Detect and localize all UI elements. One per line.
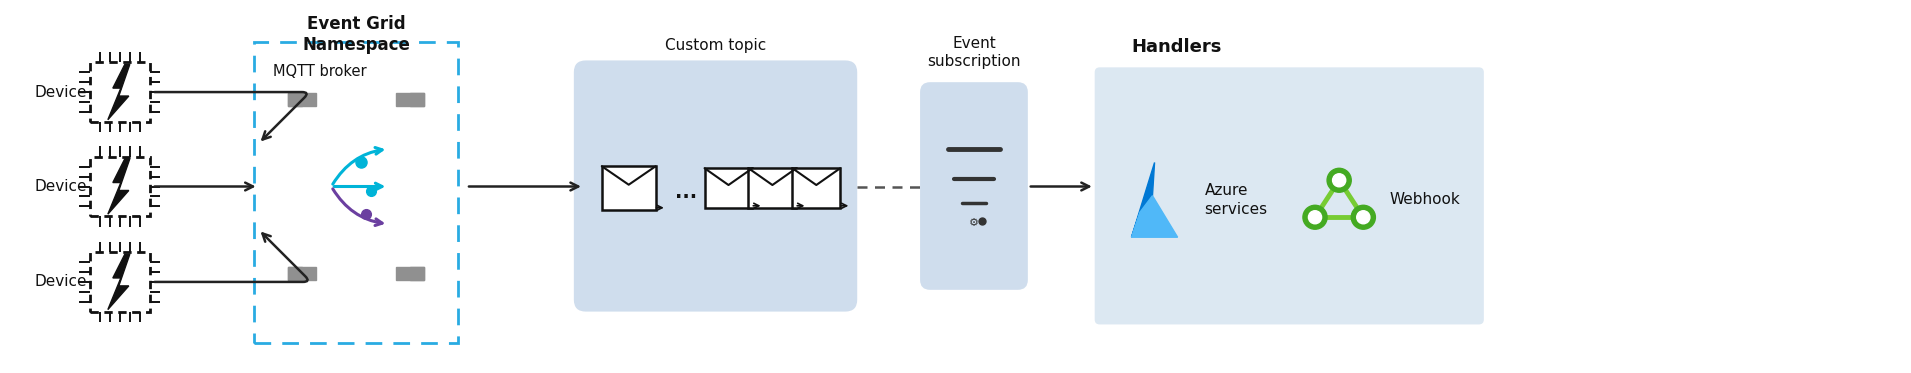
FancyBboxPatch shape <box>90 62 149 122</box>
Circle shape <box>1303 205 1326 229</box>
FancyBboxPatch shape <box>90 252 149 311</box>
FancyBboxPatch shape <box>90 157 149 216</box>
Text: Event Grid
Namespace: Event Grid Namespace <box>302 15 411 54</box>
Text: Azure
services: Azure services <box>1204 183 1267 217</box>
Text: ⚙: ⚙ <box>969 217 978 228</box>
Polygon shape <box>396 267 424 280</box>
FancyBboxPatch shape <box>919 82 1028 290</box>
FancyBboxPatch shape <box>103 266 136 298</box>
Polygon shape <box>107 65 130 120</box>
FancyBboxPatch shape <box>602 166 655 210</box>
Text: Device: Device <box>34 85 86 100</box>
Text: Device: Device <box>34 179 86 194</box>
Circle shape <box>1357 211 1370 224</box>
Text: Device: Device <box>34 275 86 289</box>
Polygon shape <box>396 93 424 106</box>
Text: Handlers: Handlers <box>1131 38 1221 56</box>
FancyBboxPatch shape <box>103 76 136 109</box>
Polygon shape <box>107 254 130 310</box>
Text: Webhook: Webhook <box>1389 192 1460 207</box>
FancyBboxPatch shape <box>749 168 797 208</box>
Circle shape <box>1332 174 1345 187</box>
FancyBboxPatch shape <box>103 170 136 203</box>
Polygon shape <box>289 267 317 280</box>
Circle shape <box>1326 168 1351 192</box>
Polygon shape <box>107 159 130 214</box>
Circle shape <box>1309 211 1322 224</box>
FancyBboxPatch shape <box>254 42 459 343</box>
Text: Event
subscription: Event subscription <box>927 36 1020 69</box>
Polygon shape <box>411 267 424 280</box>
FancyBboxPatch shape <box>793 168 841 208</box>
Text: Custom topic: Custom topic <box>665 38 766 53</box>
Text: ...: ... <box>675 184 698 203</box>
FancyBboxPatch shape <box>705 168 753 208</box>
Circle shape <box>1351 205 1376 229</box>
Polygon shape <box>289 267 302 280</box>
FancyBboxPatch shape <box>573 60 858 311</box>
Polygon shape <box>411 93 424 106</box>
Text: MQTT broker: MQTT broker <box>273 65 367 79</box>
Polygon shape <box>289 93 317 106</box>
Polygon shape <box>1131 163 1154 237</box>
FancyBboxPatch shape <box>1095 68 1483 325</box>
Polygon shape <box>1131 196 1177 237</box>
Polygon shape <box>289 93 302 106</box>
